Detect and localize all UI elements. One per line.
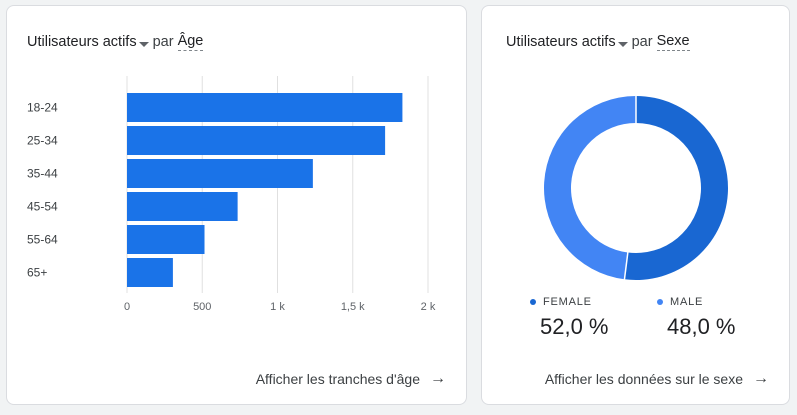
bar-18-24[interactable] <box>127 93 403 122</box>
x-tick-label: 1,5 k <box>341 301 365 313</box>
sex-card: Utilisateurs actifs par Sexe FEMALE 52,0… <box>481 5 790 405</box>
arrow-right-icon: → <box>430 370 446 387</box>
bar-55-64[interactable] <box>127 225 205 254</box>
sex-card-title: Utilisateurs actifs par Sexe <box>506 33 690 51</box>
bar-35-44[interactable] <box>127 159 313 188</box>
view-sex-data-label: Afficher les données sur le sexe <box>544 371 743 387</box>
legend-item-male: MALE 48,0 % <box>657 296 767 340</box>
age-card: Utilisateurs actifs par Âge 0 500 1 k 1,5 k… <box>6 5 467 405</box>
metric-selector[interactable]: Utilisateurs actifs <box>506 34 632 50</box>
bar-45-54[interactable] <box>127 192 238 221</box>
bar-25-34[interactable] <box>127 126 386 155</box>
legend-dot-female <box>530 299 536 305</box>
metric-label: Utilisateurs actifs <box>27 34 137 50</box>
x-tick-label: 0 <box>124 301 130 313</box>
category-label: 55-64 <box>27 233 58 247</box>
par-label: par <box>152 34 174 50</box>
sex-donut-chart <box>543 95 728 281</box>
age-bar-chart: 0 500 1 k 1,5 k 2 k 18-24 25-34 35-44 45-54 55-64… <box>27 76 436 313</box>
category-label: 18-24 <box>27 101 58 115</box>
caret-down-icon[interactable] <box>138 42 149 47</box>
metric-label: Utilisateurs actifs <box>506 34 616 50</box>
par-label: par <box>631 34 653 50</box>
legend-name-male: MALE <box>670 296 704 308</box>
view-age-ranges-link[interactable]: Afficher les tranches d'âge → <box>256 370 446 388</box>
legend-item-female: FEMALE 52,0 % <box>530 296 640 340</box>
legend-name-female: FEMALE <box>543 296 592 308</box>
bar-65+[interactable] <box>127 258 173 287</box>
view-age-ranges-label: Afficher les tranches d'âge <box>255 371 420 387</box>
view-sex-data-link[interactable]: Afficher les données sur le sexe → <box>545 370 769 388</box>
category-label: 35-44 <box>27 167 58 181</box>
legend-value-male: 48,0 % <box>667 314 736 339</box>
x-tick-label: 2 k <box>421 301 436 313</box>
donut-slice-female[interactable] <box>624 96 728 280</box>
category-label: 45-54 <box>27 200 58 214</box>
x-tick-label: 500 <box>193 301 211 313</box>
metric-selector[interactable]: Utilisateurs actifs <box>27 34 153 50</box>
slice-separator <box>623 251 629 281</box>
dimension-selector-sex[interactable]: Sexe <box>656 33 690 51</box>
donut-slice-male[interactable] <box>543 96 636 280</box>
legend-value-female: 52,0 % <box>540 314 609 339</box>
dimension-selector-age[interactable]: Âge <box>177 33 204 51</box>
legend-dot-male <box>657 299 663 305</box>
age-card-title: Utilisateurs actifs par Âge <box>27 33 204 51</box>
x-tick-label: 1 k <box>270 301 285 313</box>
category-label: 25-34 <box>27 134 58 148</box>
category-label: 65+ <box>27 266 47 280</box>
arrow-right-icon: → <box>753 370 769 387</box>
caret-down-icon[interactable] <box>617 42 628 47</box>
